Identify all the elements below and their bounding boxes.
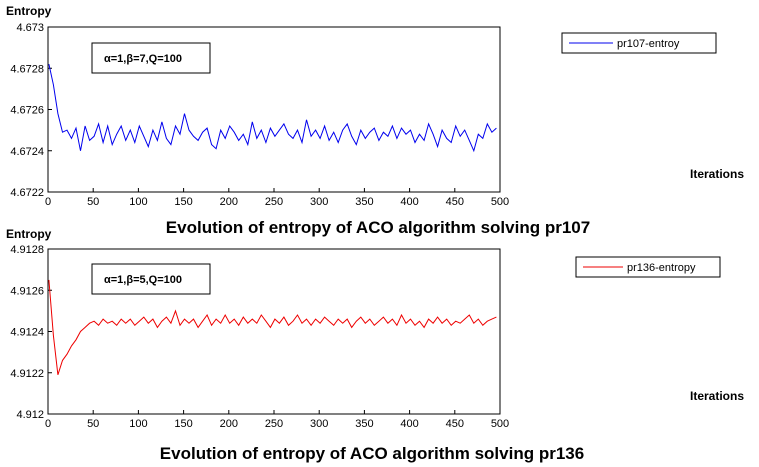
x-tick-label: 300 (310, 418, 328, 430)
y-tick-label: 4.6724 (10, 146, 44, 158)
parameter-box (91, 263, 211, 295)
chart-pr107: Entropy 4.6722 4.6724 4.6726 4.6728 4.673 0 5… (6, 4, 744, 237)
x-tick-label: 200 (220, 418, 238, 430)
y-tick-label: 4.9122 (10, 368, 44, 380)
x-tick-label: 150 (174, 196, 192, 208)
x-ticks: 0 50 100 150 200 250 300 350 400 450 500 (45, 188, 509, 208)
x-tick-label: 100 (129, 196, 147, 208)
legend-label: pr107-entroy (617, 38, 680, 50)
x-tick-label: 0 (45, 418, 51, 430)
x-tick-label: 50 (87, 196, 99, 208)
x-tick-label: 250 (265, 196, 283, 208)
series-layer (48, 63, 497, 153)
parameter-box (91, 42, 211, 74)
x-tick-label: 0 (45, 196, 51, 208)
y-tick-label: 4.673 (16, 22, 44, 34)
x-tick-label: 100 (129, 418, 147, 430)
series-layer (48, 279, 497, 375)
y-tick-label: 4.9124 (10, 327, 44, 339)
x-tick-label: 450 (446, 196, 464, 208)
y-tick-label: 4.9126 (10, 285, 44, 297)
x-axis-label: Iterations (690, 389, 744, 403)
x-tick-label: 450 (446, 418, 464, 430)
parameter-annotation: α=1,β=7,Q=100 (104, 53, 182, 65)
y-axis-label: Entropy (6, 4, 52, 18)
x-tick-label: 150 (174, 418, 192, 430)
x-tick-label: 500 (491, 418, 509, 430)
y-axis-label: Entropy (6, 227, 52, 241)
y-tick-label: 4.6722 (10, 187, 44, 199)
x-axis-label: Iterations (690, 167, 744, 181)
legend-label: pr136-entropy (627, 262, 696, 274)
y-tick-label: 4.6726 (10, 105, 44, 117)
chart-caption: Evolution of entropy of ACO algorithm so… (160, 444, 584, 463)
x-tick-label: 500 (491, 196, 509, 208)
series-line-pr107-entroy (48, 63, 497, 153)
x-ticks: 0 50 100 150 200 250 300 350 400 450 500 (45, 410, 509, 430)
x-tick-label: 350 (355, 196, 373, 208)
y-tick-label: 4.9128 (10, 244, 44, 256)
y-ticks: 4.912 4.9122 4.9124 4.9126 4.9128 (10, 244, 52, 421)
y-tick-label: 4.6728 (10, 63, 44, 75)
y-ticks: 4.6722 4.6724 4.6726 4.6728 4.673 (10, 22, 52, 199)
chart-pr136: Entropy 4.912 4.9122 4.9124 4.9126 4.9128 0 5… (6, 227, 744, 463)
x-tick-label: 300 (310, 196, 328, 208)
series-line-pr136-entropy (48, 279, 497, 375)
parameter-annotation: α=1,β=5,Q=100 (104, 274, 182, 286)
x-tick-label: 250 (265, 418, 283, 430)
x-tick-label: 400 (400, 196, 418, 208)
legend (561, 32, 717, 54)
x-tick-label: 50 (87, 418, 99, 430)
x-tick-label: 400 (400, 418, 418, 430)
x-tick-label: 200 (220, 196, 238, 208)
x-tick-label: 350 (355, 418, 373, 430)
chart-caption: Evolution of entropy of ACO algorithm so… (166, 218, 590, 237)
y-tick-label: 4.912 (16, 409, 44, 421)
legend (575, 256, 721, 278)
